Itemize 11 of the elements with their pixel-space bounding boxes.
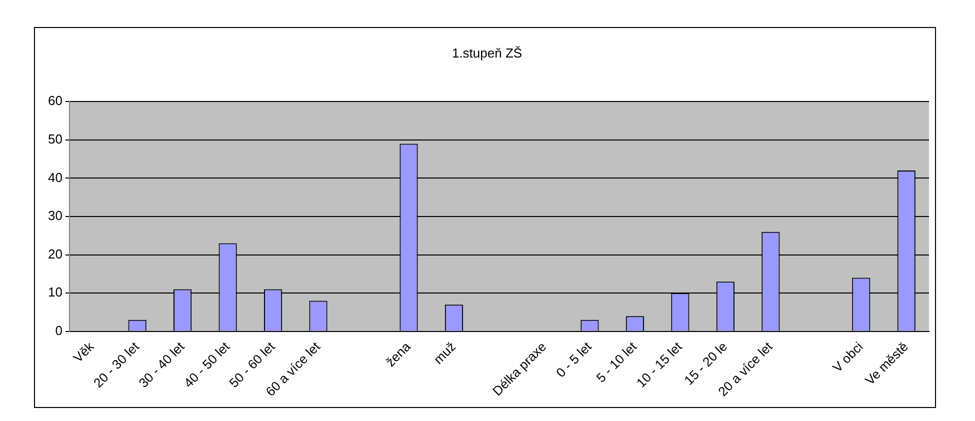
y-tick-label: 0 <box>55 322 62 338</box>
y-tick-label: 30 <box>48 208 62 224</box>
x-tick-label: V obci <box>830 338 866 376</box>
y-tick-label: 10 <box>48 284 62 300</box>
x-tick-label: Věk <box>70 338 98 366</box>
chart-title: 1.stupeň ZŠ <box>452 45 522 60</box>
y-tick-label: 50 <box>48 131 62 146</box>
y-tick-label: 40 <box>48 170 62 185</box>
y-tick-label: 20 <box>48 246 62 262</box>
x-tick-label: 0 - 5 let <box>553 338 595 380</box>
y-tick-label: 60 <box>48 93 62 108</box>
